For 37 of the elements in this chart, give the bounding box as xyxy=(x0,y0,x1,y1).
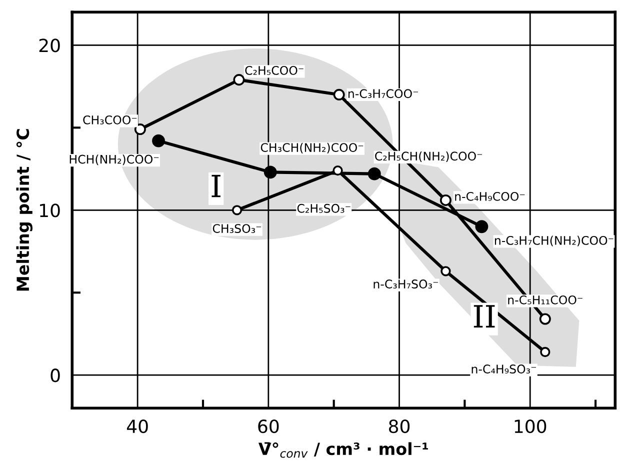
annotation: n-C₃H₇COO⁻ xyxy=(348,89,418,98)
annotation: HCH(NH₂)COO⁻ xyxy=(70,154,159,166)
point xyxy=(233,74,245,86)
annotation: CH₃SO₃⁻ xyxy=(212,224,262,233)
annotation: n-C₄H₉SO₃⁻ xyxy=(472,364,536,374)
x-tick-label: 60 xyxy=(258,420,279,434)
point xyxy=(232,205,242,216)
x-tick-label: 80 xyxy=(389,420,410,434)
annotation: CH₃CH(NH₂)COO⁻ xyxy=(260,142,364,154)
annotation: n-C₃H₇SO₃⁻ xyxy=(374,280,438,288)
annotation: I xyxy=(212,174,220,198)
x-axis-title: V̄°$_{conv}$ / cm³ · mol⁻¹ xyxy=(258,442,428,458)
annotation: n-C₃H₇CH(NH₂)COO⁻ xyxy=(494,236,614,246)
annotation: n-C₅H₁₁COO⁻ xyxy=(508,295,582,304)
annotation: C₂H₅SO₃⁻ xyxy=(297,204,350,213)
x-tick-label: 100 xyxy=(514,420,546,434)
point xyxy=(475,220,488,234)
point xyxy=(134,124,146,136)
annotation: n-C₄H₉COO⁻ xyxy=(455,192,525,201)
y-tick-label: 10 xyxy=(40,204,60,218)
y-tick-label: 20 xyxy=(39,38,60,52)
annotation: CH₃COO⁻ xyxy=(83,115,137,124)
point xyxy=(368,167,381,180)
annotation: C₂H₅CH(NH₂)COO⁻ xyxy=(375,151,482,162)
point xyxy=(264,166,277,179)
y-axis-title: Melting point / °C xyxy=(16,129,33,291)
point xyxy=(440,194,452,206)
annotation: C₂H₅COO⁻ xyxy=(245,66,304,75)
point xyxy=(539,313,551,325)
point xyxy=(152,134,165,148)
point xyxy=(332,165,343,176)
annotation: II xyxy=(474,305,495,328)
x-tick-label: 40 xyxy=(126,420,148,434)
point xyxy=(333,88,345,100)
y-tick-label: 0 xyxy=(50,368,60,382)
point xyxy=(440,266,451,276)
point xyxy=(540,346,550,358)
